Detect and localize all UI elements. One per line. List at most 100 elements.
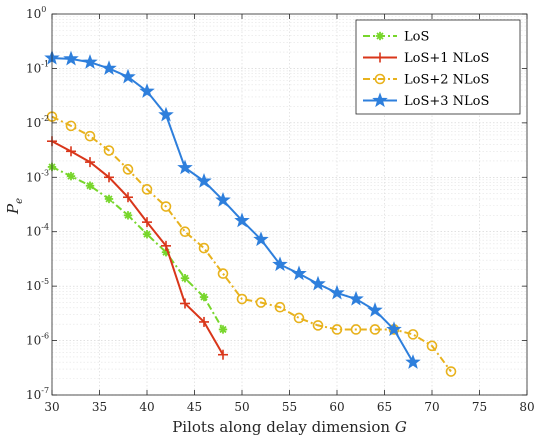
y-tick-label: 10-5: [26, 277, 49, 293]
circle-marker: [217, 268, 229, 279]
data-point: [329, 284, 345, 300]
star-marker: [215, 191, 231, 207]
x-tick-label: 75: [472, 400, 487, 414]
data-point: [293, 312, 305, 324]
data-point: [253, 231, 269, 247]
data-point: [161, 240, 171, 251]
data-point: [199, 316, 209, 327]
data-point: [407, 329, 419, 340]
data-point: [196, 172, 212, 188]
legend-label: LoS+3 NLoS: [404, 94, 489, 109]
x-tick-label: 30: [44, 400, 59, 414]
data-point: [405, 354, 421, 369]
x-tick-label: 50: [234, 400, 249, 414]
circle-marker: [198, 242, 210, 254]
x-tick-label: 80: [519, 400, 534, 414]
data-point: [84, 130, 96, 142]
star-marker: [348, 290, 364, 306]
data-point: [142, 217, 152, 228]
data-point: [180, 298, 190, 309]
circle-marker: [122, 164, 134, 175]
axis-ticks: 30 35 40 45 50 55 60 65 70 75 80 100 10-1 10-2 10-3 10-…: [26, 5, 535, 414]
circle-marker: [274, 301, 286, 313]
data-point: [141, 184, 153, 195]
circle-marker: [65, 120, 77, 132]
circle-marker: [236, 293, 248, 305]
star-marker: [386, 321, 402, 337]
data-point: [85, 181, 95, 190]
data-point: [348, 290, 364, 306]
data-point: [374, 73, 386, 85]
data-point: [367, 302, 383, 317]
star-marker: [291, 265, 307, 281]
series-los-3-nlos: [44, 49, 421, 369]
data-point: [66, 171, 76, 181]
star-marker: [158, 106, 174, 122]
x-tick-label: 65: [377, 400, 392, 414]
data-point: [103, 145, 115, 156]
circle-marker: [312, 320, 324, 331]
circle-marker: [160, 201, 172, 212]
data-point: [291, 265, 307, 281]
data-point: [369, 324, 381, 335]
data-point: [312, 320, 324, 331]
data-point: [123, 192, 133, 203]
y-tick-label: 10-2: [26, 114, 49, 130]
circle-marker: [141, 184, 153, 195]
legend-label: LoS+1 NLoS: [404, 51, 489, 66]
data-point: [218, 349, 228, 360]
legend-label: LoS: [404, 30, 429, 45]
series-line: [51, 115, 452, 373]
legend-entry: LoS+3 NLoS: [363, 92, 489, 109]
asterisk-marker-stroke: [200, 293, 208, 301]
star-marker: [272, 256, 288, 272]
circle-marker: [255, 297, 267, 308]
data-point: [65, 120, 77, 132]
data-point: [426, 340, 438, 352]
data-point: [122, 164, 134, 175]
x-tick-label: 55: [282, 400, 297, 414]
data-point: [123, 211, 133, 220]
series-layer: [44, 49, 457, 377]
data-point: [158, 106, 174, 122]
data-point: [217, 268, 229, 279]
y-tick-label: 10-4: [26, 223, 49, 239]
y-axis-label: Pe: [4, 198, 25, 215]
star-marker: [367, 302, 383, 317]
data-point: [180, 273, 190, 283]
x-tick-label: 40: [139, 400, 154, 414]
x-tick-label: 35: [92, 400, 107, 414]
data-point: [82, 54, 98, 69]
y-tick-label: 10-6: [26, 332, 49, 348]
circle-marker: [350, 324, 362, 335]
star-marker: [196, 172, 212, 188]
data-point: [101, 60, 117, 76]
data-point: [177, 159, 193, 175]
data-point: [234, 212, 250, 228]
data-point: [310, 275, 326, 291]
legend-entry: LoS+1 NLoS: [363, 51, 489, 66]
y-tick-label: 100: [26, 5, 46, 21]
circle-marker: [84, 130, 96, 142]
data-point: [142, 230, 152, 239]
data-point: [445, 366, 457, 377]
data-point: [375, 52, 385, 63]
star-marker: [310, 275, 326, 291]
star-marker: [139, 83, 155, 98]
data-point: [236, 293, 248, 305]
circle-marker: [374, 73, 386, 85]
asterisk-marker-stroke: [219, 325, 227, 334]
star-marker: [82, 54, 98, 69]
circle-marker: [293, 312, 305, 324]
asterisk-marker-stroke: [67, 172, 75, 180]
star-marker: [234, 212, 250, 228]
data-point: [255, 297, 267, 308]
data-point: [139, 83, 155, 98]
circle-marker: [331, 324, 343, 335]
y-tick-label: 10-1: [26, 59, 49, 75]
circle-marker: [369, 324, 381, 335]
data-point: [331, 324, 343, 335]
asterisk-marker-stroke: [86, 182, 94, 190]
data-point: [372, 92, 388, 108]
